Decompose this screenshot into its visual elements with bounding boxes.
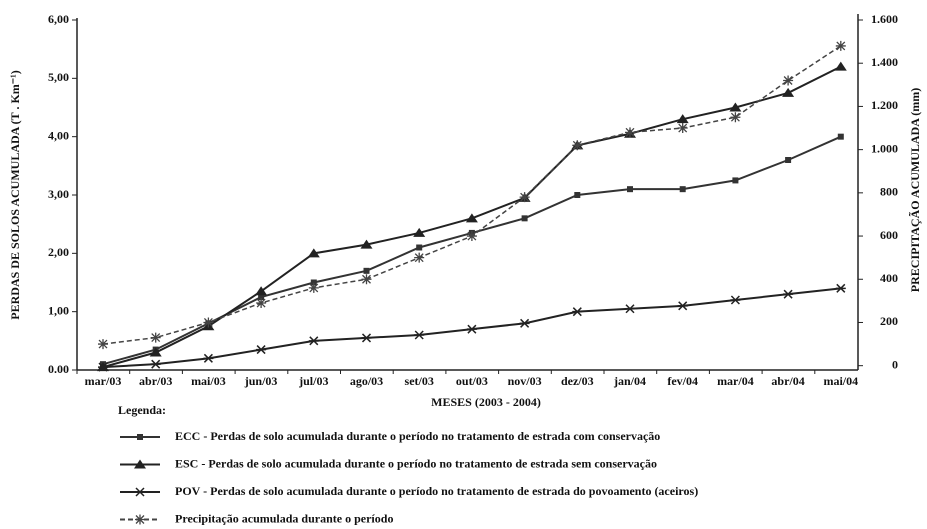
legend-label: POV - Perdas de solo acumulada durante o… (175, 484, 698, 498)
data-point (783, 289, 794, 299)
legend-label: Precipitação acumulada durante o período (175, 511, 393, 525)
data-point (730, 295, 741, 305)
y-tick-label: 6,00 (48, 12, 69, 26)
y2-tick-label: 1.000 (871, 141, 898, 155)
y2-tick-label: 1.400 (871, 55, 898, 69)
legend-label: ESC - Perdas de solo acumulada durante o… (175, 456, 657, 470)
x-tick-label: mar/03 (85, 374, 122, 388)
data-point (255, 286, 268, 296)
data-point (256, 298, 267, 309)
data-point (785, 157, 792, 163)
x-tick-label: jul/03 (298, 374, 328, 388)
data-point (466, 231, 477, 242)
legend-symbol (137, 434, 143, 440)
y2-tick-label: 1.600 (871, 12, 898, 26)
y2-tick-label: 800 (880, 185, 898, 199)
y2-tick-label: 1.200 (871, 98, 898, 112)
data-point (414, 252, 425, 263)
data-point (625, 304, 635, 314)
data-point (730, 112, 741, 123)
y-axis-title: PERDAS DE SOLOS ACUMULADA (T . Km⁻¹) (8, 70, 22, 319)
series-line (102, 287, 841, 369)
data-point (361, 333, 372, 343)
data-point (519, 192, 530, 203)
data-point (627, 186, 633, 193)
y2-tick-label: 400 (880, 271, 898, 285)
data-point (465, 213, 478, 223)
data-point (98, 362, 108, 372)
data-point (835, 283, 846, 293)
y-tick-label: 2,00 (48, 245, 69, 259)
data-point (519, 318, 530, 328)
data-point (837, 133, 844, 140)
data-point (98, 339, 108, 350)
y-tick-label: 4,00 (48, 128, 69, 142)
y-tick-label: 1,00 (48, 303, 69, 317)
data-point (679, 186, 686, 193)
data-point (203, 353, 214, 363)
y2-tick-label: 0 (892, 357, 898, 371)
y2-axis-title: PRECIPITAÇÃO ACUMULADA (mm) (908, 88, 922, 292)
data-point (413, 227, 426, 237)
x-tick-label: abr/03 (139, 374, 172, 388)
data-point (256, 345, 267, 355)
y-tick-label: 5,00 (48, 70, 69, 84)
x-tick-label: mai/03 (191, 374, 226, 388)
x-axis-title: MESES (2003 - 2004) (431, 395, 541, 409)
series-line (102, 45, 842, 345)
data-point (203, 317, 214, 328)
data-point (572, 307, 583, 317)
legend-label: ECC - Perdas de solo acumulada durante o… (175, 429, 660, 443)
data-point (834, 61, 847, 71)
x-tick-label: nov/03 (508, 374, 542, 388)
data-point (783, 75, 794, 86)
y-tick-label: 3,00 (48, 187, 69, 201)
data-point (308, 336, 319, 346)
x-tick-label: jan/04 (613, 374, 646, 388)
data-point (729, 102, 742, 112)
legend-title: Legenda: (118, 403, 166, 417)
y2-tick-label: 600 (880, 228, 898, 242)
x-tick-label: fev/04 (667, 374, 698, 388)
x-tick-label: jun/03 (244, 374, 278, 388)
y-tick-label: 0.00 (48, 362, 69, 376)
data-point (782, 87, 795, 97)
data-point (361, 274, 372, 285)
data-point (521, 215, 528, 222)
x-tick-label: mai/04 (823, 374, 858, 388)
y2-tick-label: 200 (880, 314, 898, 328)
legend-symbol (135, 514, 145, 525)
data-point (416, 244, 423, 251)
data-point (360, 239, 373, 249)
data-point (310, 279, 317, 286)
data-point (308, 282, 319, 293)
x-tick-label: abr/04 (771, 374, 804, 388)
data-point (414, 330, 425, 340)
data-point (835, 40, 846, 51)
x-tick-label: ago/03 (350, 374, 383, 388)
data-point (466, 324, 477, 334)
data-point (307, 248, 320, 258)
x-tick-label: out/03 (456, 374, 488, 388)
legend-symbol (134, 459, 146, 469)
x-tick-label: set/03 (405, 374, 434, 388)
data-point (572, 140, 583, 151)
data-point (732, 177, 739, 184)
legend-symbol (135, 487, 145, 497)
data-point (677, 123, 688, 134)
data-point (150, 359, 161, 369)
data-point (676, 114, 689, 124)
data-point (625, 127, 635, 138)
x-tick-label: mar/04 (717, 374, 754, 388)
data-point (150, 332, 161, 343)
data-point (574, 192, 581, 198)
data-point (149, 347, 162, 357)
data-point (677, 301, 688, 311)
x-tick-label: dez/03 (561, 374, 594, 388)
data-point (363, 267, 370, 274)
data-point (258, 294, 265, 301)
